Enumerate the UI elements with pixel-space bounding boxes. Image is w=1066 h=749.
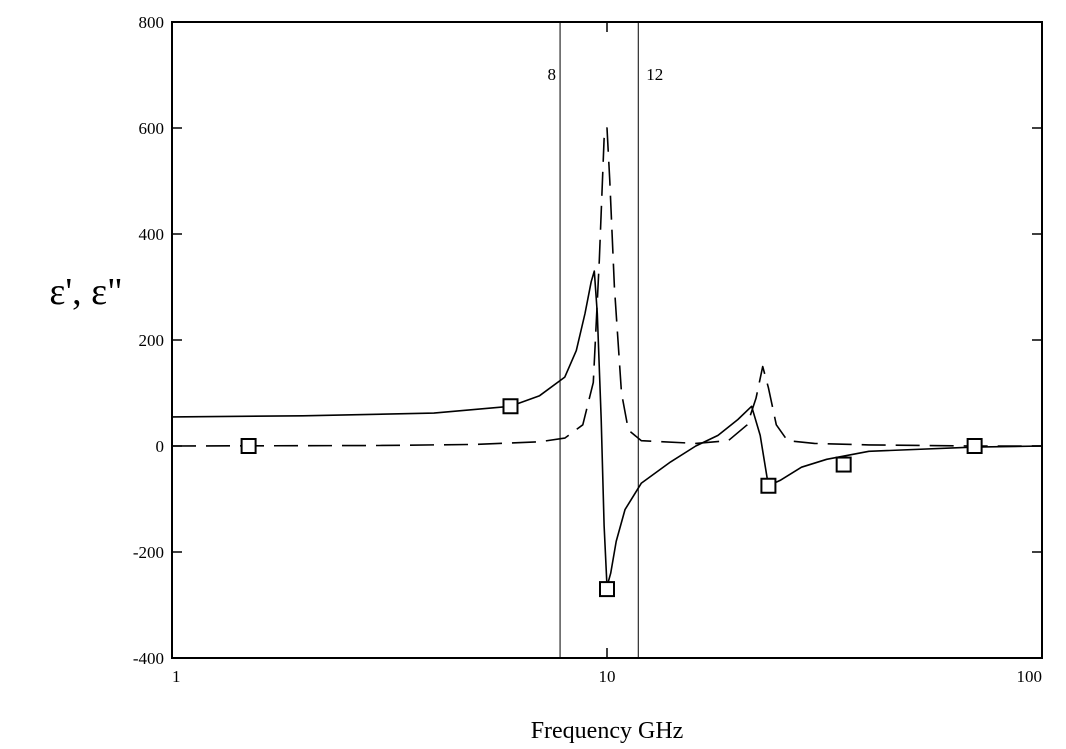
y-tick-label-1: -200 <box>133 543 164 562</box>
x-axis-label: Frequency GHz <box>531 718 684 744</box>
y-tick-label-5: 600 <box>139 119 165 138</box>
y-tick-label-3: 200 <box>139 331 165 350</box>
series-layer <box>171 127 1043 588</box>
tick-layer: -400 -200 0 200 400 600 800 1 10 100 <box>133 13 1043 686</box>
x-tick-label-0: 1 <box>172 667 181 686</box>
y-axis-label: ε', ε" <box>49 271 122 313</box>
data-marker-0 <box>240 438 257 454</box>
plot-frame <box>171 21 1043 659</box>
data-marker-2 <box>599 581 615 598</box>
data-marker-4 <box>835 456 852 473</box>
series-line-solid <box>171 270 1043 588</box>
band-label-0: 8 <box>548 65 557 84</box>
x-tick-label-2: 100 <box>1017 667 1043 686</box>
data-marker-3 <box>760 477 777 494</box>
x-tick-label-1: 10 <box>599 667 616 686</box>
data-marker-1 <box>502 398 519 415</box>
frequency-band-markers: 8 12 <box>548 22 663 658</box>
y-tick-label-0: -400 <box>133 649 164 668</box>
marker-layer <box>240 398 983 598</box>
series-line-dashed <box>171 127 1042 447</box>
y-tick-label-2: 0 <box>156 437 165 456</box>
y-tick-label-4: 400 <box>139 225 165 244</box>
y-tick-label-6: 800 <box>139 13 165 32</box>
band-label-1: 12 <box>646 65 663 84</box>
data-marker-5 <box>966 438 983 454</box>
